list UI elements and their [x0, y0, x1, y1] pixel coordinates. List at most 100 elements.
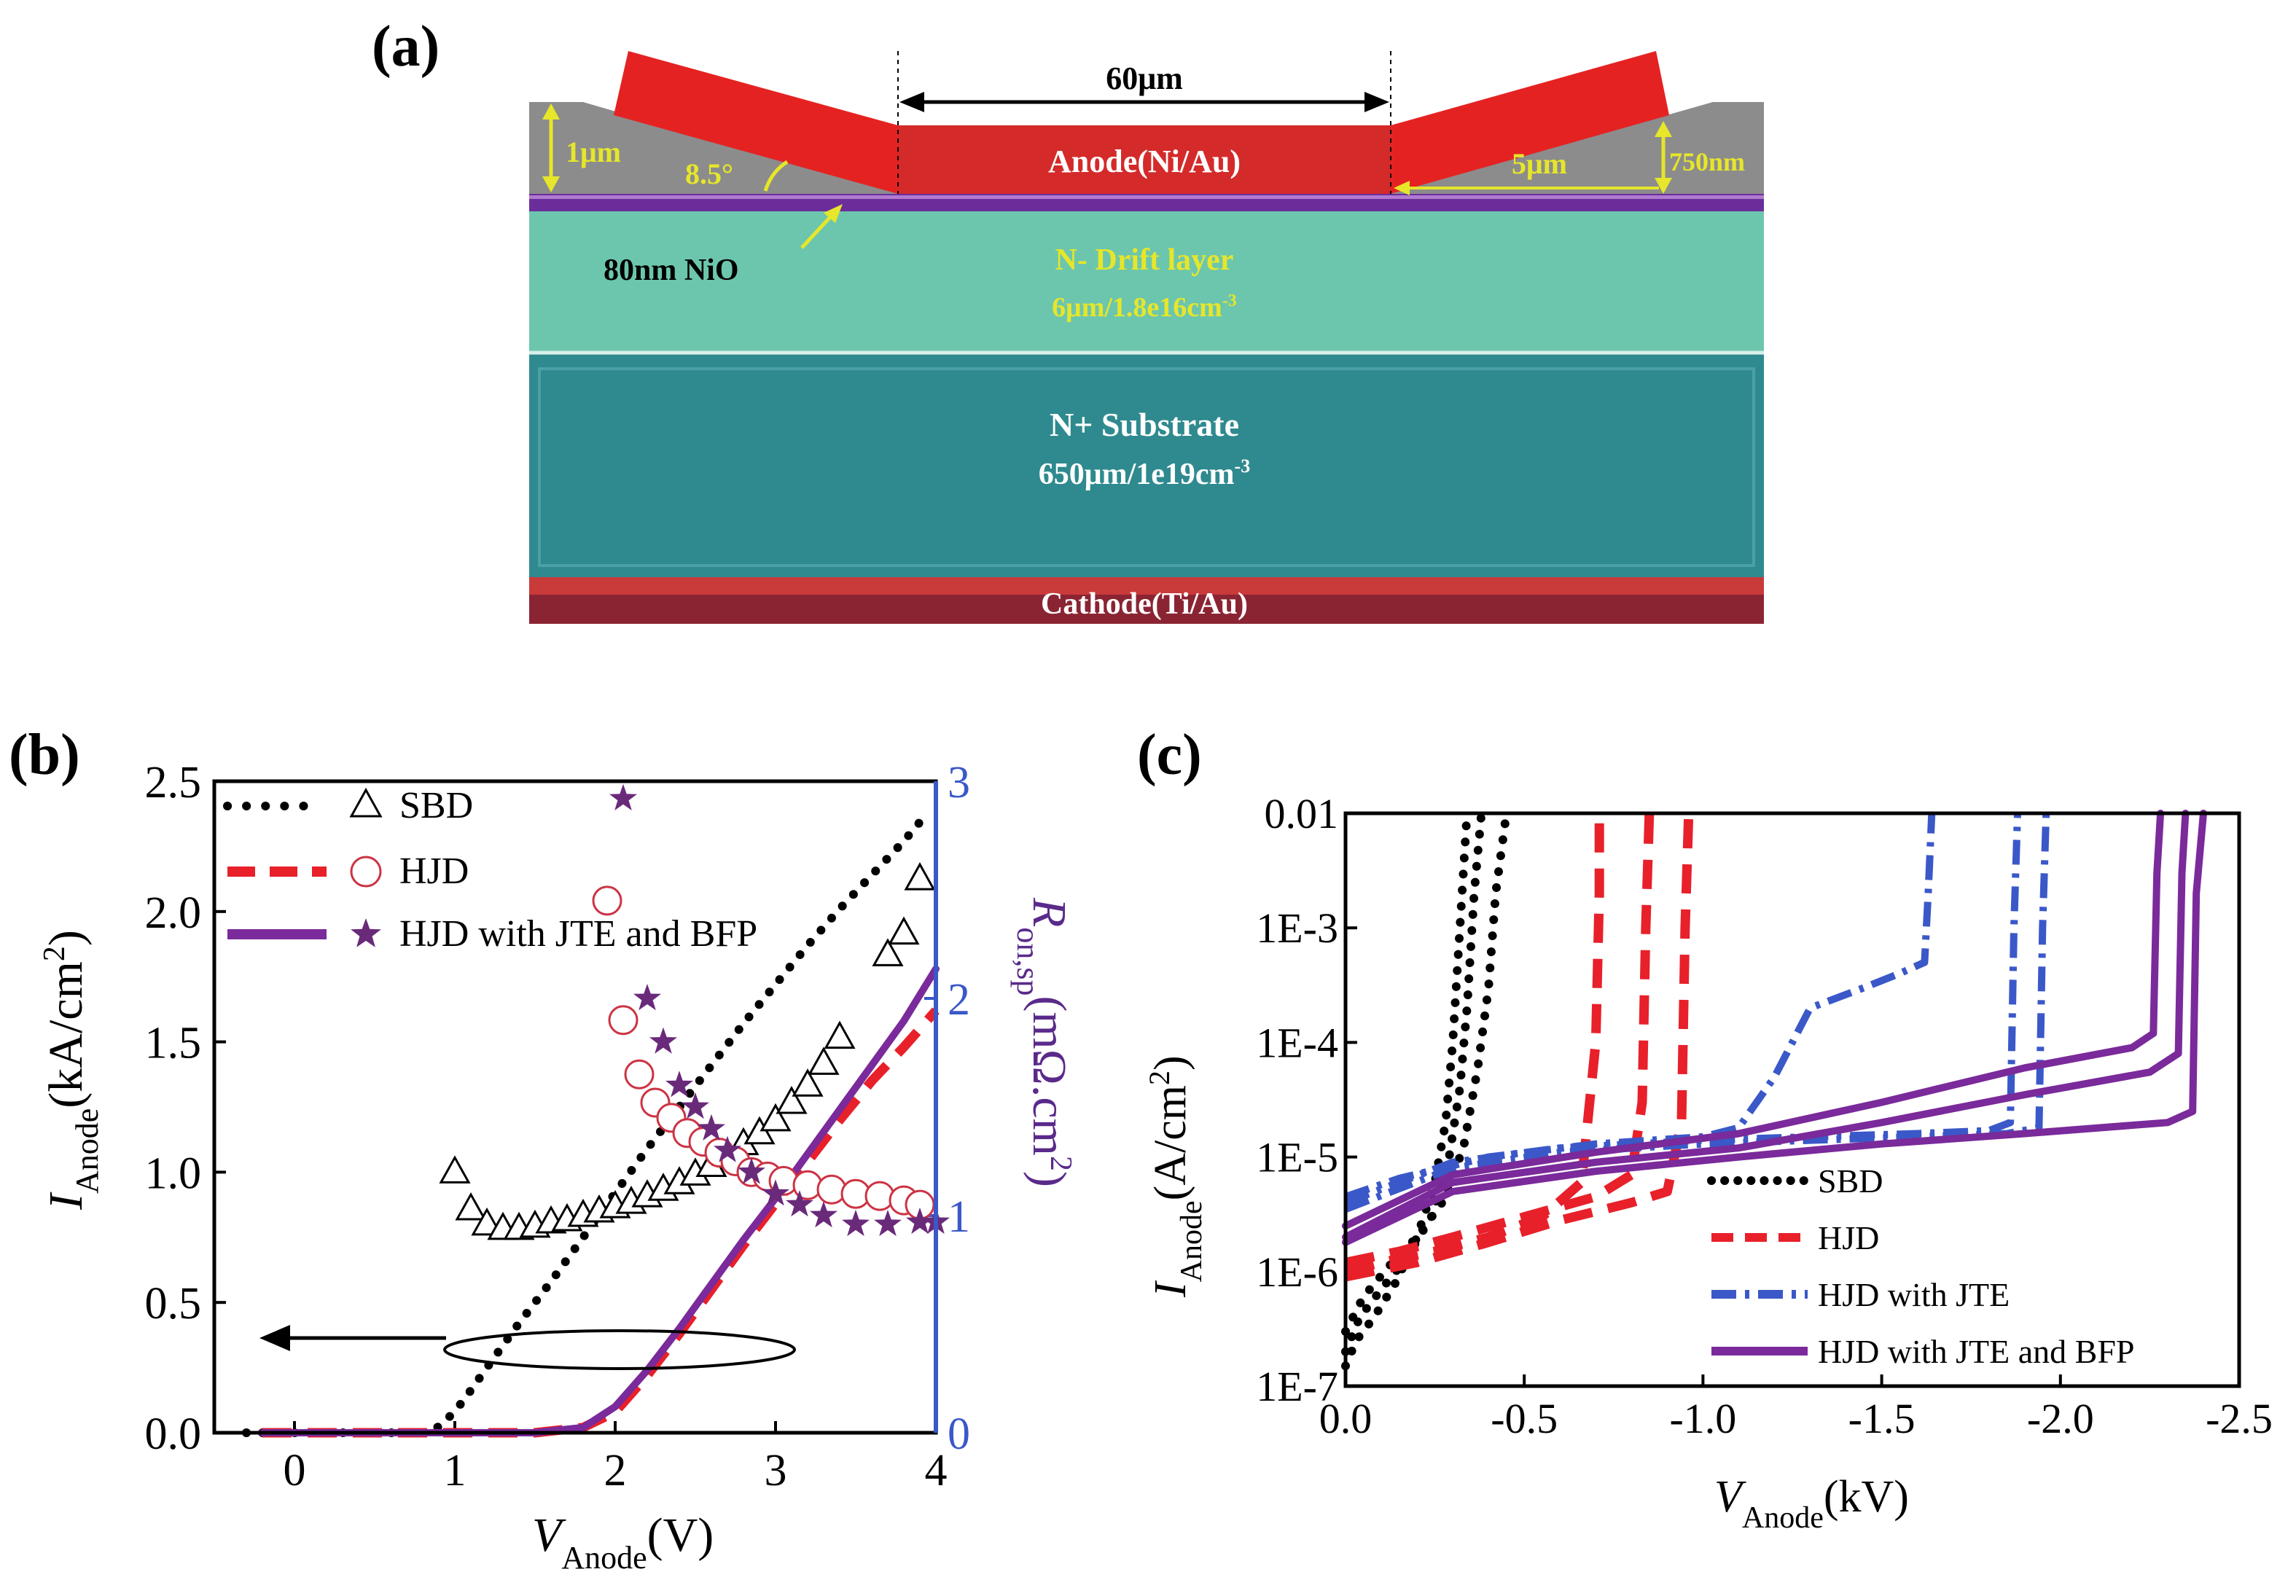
substrate-spec: 650μm/1e19cm-3 [1039, 455, 1250, 491]
dim-5um-head-left [1394, 181, 1410, 195]
panel-c-label: (c) [1137, 723, 1202, 787]
panel-b-ylabel-sup: 2 [38, 946, 71, 961]
c-ytick-label: 1E-4 [1256, 1019, 1338, 1066]
c-xtick-label: -2.5 [2206, 1395, 2273, 1442]
b-ron-point-2 [906, 1207, 934, 1235]
b-ron-point-0 [776, 1085, 808, 1114]
panel-b-ylabel: IAnode(kA/cm2) [38, 930, 105, 1210]
b-ytick-label: 1.5 [145, 1019, 202, 1068]
b-ron-point-2 [633, 984, 661, 1011]
anode-right-plate [1391, 51, 1669, 194]
b-ytick-label: 2.5 [145, 758, 202, 807]
b-ron-point-2 [786, 1190, 813, 1217]
dim-60-label: 60μm [1106, 60, 1183, 96]
drift-spec: 6μm/1.8e16cm-3 [1052, 292, 1237, 323]
b-ron-point-0 [792, 1068, 824, 1097]
panel-c-xlabel-unit: (kV) [1824, 1472, 1909, 1522]
panel-b-ylabel-unit: (kA/cm [39, 961, 93, 1108]
b-ron-point-1 [864, 1181, 895, 1211]
legend-b-sbd: SBD [399, 785, 473, 826]
b-xtick-label: 3 [765, 1446, 787, 1495]
anode-left-plate [614, 51, 898, 194]
panel-b-legend: SBD HJD HJD with JTE and BFP [223, 785, 757, 955]
substrate-layer [529, 353, 1764, 577]
legend-c-sbd: SBD [1818, 1162, 1883, 1200]
substrate-spec-value: 650μm/1e19cm [1039, 458, 1235, 491]
panel-b-ron-markers [439, 783, 950, 1240]
angle-arc [763, 160, 789, 192]
drift-layer [529, 211, 1764, 353]
b-ron-point-0 [824, 1020, 856, 1049]
b-ron-point-2 [609, 783, 637, 810]
b-ytick-right-label: 2 [948, 975, 970, 1025]
dim-60-arrowhead-left [899, 92, 924, 112]
panel-b-ylabel-main: I [39, 1192, 93, 1210]
cathode-layer [529, 577, 1764, 595]
b-ron-point-0 [760, 1103, 792, 1132]
c-series-3-curve-1 [1342, 810, 2190, 1241]
panel-b: (b) 0 1 2 3 4 0.0 0.5 1.0 1.5 2.0 2.5 0 1 2 3 SBD HJD … [9, 723, 1077, 1576]
panel-b-ticks: 0 1 2 3 4 0.0 0.5 1.0 1.5 2.0 2.5 0 1 2 3 [145, 758, 971, 1495]
b-ron-point-1 [624, 1059, 655, 1090]
panel-c-legend: SBD HJD HJD with JTE HJD with JTE and BF… [1707, 1162, 2134, 1370]
nio-pointer-head [824, 204, 843, 223]
panel-b-ylabel-right-main: R [1023, 897, 1076, 927]
b-ron-point-2 [874, 1209, 902, 1237]
panel-c-ylabel-close: ) [1146, 1055, 1195, 1071]
legend-c-bfp: HJD with JTE and BFP [1818, 1333, 2134, 1370]
panel-c-ylabel-unit: (A/cm [1146, 1085, 1195, 1200]
b-ron-point-1 [592, 885, 622, 916]
b-ytick-right-label: 1 [948, 1192, 970, 1242]
c-series-1-curve-1 [1344, 813, 1655, 1267]
legend-b-bfp: HJD with JTE and BFP [399, 913, 757, 955]
panel-c-curves [1341, 809, 2207, 1371]
c-ytick-label: 1E-7 [1256, 1363, 1338, 1410]
b-ron-point-2 [698, 1114, 725, 1141]
c-xtick-label: -2.0 [2027, 1395, 2094, 1442]
c-series-2-curve-2 [1344, 813, 2050, 1213]
panel-b-xlabel-main: V [532, 1509, 566, 1562]
passivation-right [1391, 102, 1764, 194]
panel-b-xlabel: VAnode(V) [532, 1509, 714, 1576]
b-ron-point-0 [872, 938, 904, 966]
substrate-title: N+ Substrate [1050, 406, 1239, 443]
b-ron-point-0 [455, 1192, 487, 1221]
b-ytick-right-label: 0 [948, 1409, 970, 1459]
c-series-1-curve-2 [1344, 813, 1694, 1282]
b-ytick-label: 0.0 [145, 1409, 202, 1459]
panel-b-label: (b) [9, 723, 80, 787]
panel-b-ylabel-close: ) [39, 930, 93, 946]
b-ron-point-2 [682, 1092, 709, 1119]
c-xtick-label: -1.0 [1669, 1395, 1736, 1442]
dim-750-head-bottom [1655, 178, 1672, 194]
panel-b-ylabel-right-sub: on,sp [1010, 927, 1046, 995]
panel-b-ylabel-right-sup: 2 [1044, 1156, 1077, 1171]
b-ytick-label: 0.5 [145, 1279, 202, 1329]
c-series-3-curve-2 [1342, 810, 2207, 1246]
panel-c-xlabel-sub: Anode [1742, 1501, 1824, 1535]
b-ron-point-2 [842, 1209, 870, 1237]
c-xtick-label: -0.5 [1491, 1395, 1558, 1442]
dim-5um-label: 5μm [1512, 147, 1567, 180]
b-xtick-label: 1 [444, 1446, 466, 1495]
panel-c-xlabel: VAnode(kV) [1714, 1472, 1909, 1535]
panel-c-ylabel-sup: 2 [1143, 1071, 1176, 1085]
drift-spec-exp: -3 [1222, 292, 1237, 310]
annotation-ellipse [443, 1329, 796, 1370]
c-ytick-label: 0.01 [1265, 790, 1339, 837]
panel-a: (a) Cathode(Ti/Au) N+ Substrate 650μm/1e… [372, 15, 1764, 624]
c-series-2-curve-0 [1344, 813, 1936, 1200]
b-ron-point-0 [808, 1047, 840, 1075]
b-ron-point-2 [665, 1071, 693, 1098]
b-ron-point-2 [714, 1135, 741, 1162]
dim-750-label: 750nm [1669, 147, 1745, 176]
angle-label: 8.5° [685, 157, 733, 190]
nio-label: 80nm NiO [604, 254, 739, 287]
c-series-1-curve-0 [1344, 813, 1604, 1277]
b-ytick-label: 2.0 [145, 888, 202, 938]
legend-b-hjd-marker [350, 856, 382, 888]
panel-b-ylabel-sub: Anode [69, 1108, 105, 1194]
c-ytick-label: 1E-5 [1256, 1134, 1338, 1181]
b-ron-point-0 [439, 1155, 471, 1184]
c-series-0-curve-0 [1341, 809, 1472, 1371]
